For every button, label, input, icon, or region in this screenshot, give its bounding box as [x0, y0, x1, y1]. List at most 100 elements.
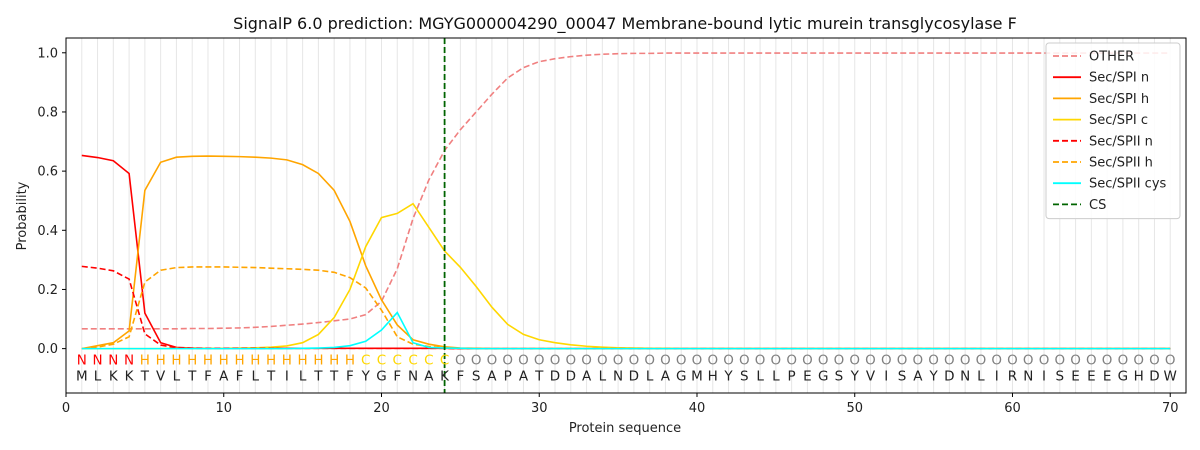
residue-label: G	[1118, 369, 1128, 385]
region-label: O	[676, 352, 687, 368]
region-label: O	[818, 352, 829, 368]
series-other	[81, 52, 1171, 330]
region-label: O	[597, 352, 608, 368]
region-label: H	[282, 352, 292, 368]
residue-label: L	[756, 369, 764, 385]
residue-label: L	[94, 369, 102, 385]
residue-label: A	[661, 369, 671, 385]
region-label: O	[629, 352, 640, 368]
region-label: O	[707, 352, 718, 368]
region-label: O	[1007, 352, 1018, 368]
region-label: H	[250, 352, 260, 368]
region-label: H	[187, 352, 197, 368]
region-label: O	[1133, 352, 1144, 368]
region-label: H	[156, 352, 166, 368]
residue-label: T	[329, 369, 339, 385]
region-label: O	[991, 352, 1002, 368]
residue-label: F	[393, 369, 401, 385]
series-sec-spii-h	[81, 266, 1171, 350]
region-label: O	[723, 352, 734, 368]
region-label: O	[771, 352, 782, 368]
residue-label: N	[960, 369, 970, 385]
region-label: H	[298, 352, 308, 368]
residue-label: Y	[850, 369, 860, 385]
region-label: H	[329, 352, 339, 368]
residue-label: L	[173, 369, 181, 385]
region-label: H	[313, 352, 323, 368]
residue-label: D	[566, 369, 576, 385]
region-label: O	[455, 352, 466, 368]
residue-label: I	[285, 369, 289, 385]
x-tick-label: 20	[373, 401, 390, 416]
region-label: N	[77, 352, 87, 368]
x-tick-label: 10	[215, 401, 232, 416]
residue-label: I	[1042, 369, 1046, 385]
residue-label: D	[550, 369, 560, 385]
residue-label: D	[1149, 369, 1159, 385]
region-label: H	[234, 352, 244, 368]
residue-label: L	[299, 369, 307, 385]
residue-label: G	[818, 369, 828, 385]
y-axis-ticks: 0.0 0.2 0.4 0.6 0.8 1.0	[37, 46, 66, 357]
residue-label: S	[740, 369, 749, 385]
residue-label: S	[835, 369, 844, 385]
residue-label: N	[613, 369, 623, 385]
residue-label: T	[313, 369, 323, 385]
legend-entry: OTHER	[1089, 50, 1134, 65]
region-label: O	[1070, 352, 1081, 368]
residue-label: Y	[361, 369, 371, 385]
residue-label: V	[156, 369, 166, 385]
residue-label: S	[472, 369, 481, 385]
residue-label: G	[376, 369, 386, 385]
legend-entry: CS	[1089, 198, 1106, 213]
residue-label: P	[788, 369, 796, 385]
x-tick-label: 60	[1004, 401, 1021, 416]
region-label: O	[471, 352, 482, 368]
region-label: O	[881, 352, 892, 368]
residue-label: L	[646, 369, 654, 385]
legend-entry: Sec/SPI h	[1089, 92, 1149, 107]
residue-label: K	[109, 369, 119, 385]
region-label: O	[487, 352, 498, 368]
series-layer	[81, 52, 1171, 350]
residue-label: E	[803, 369, 812, 385]
region-label: O	[739, 352, 750, 368]
series-sec-spi-c	[81, 202, 1171, 350]
residue-label: L	[977, 369, 985, 385]
region-label: C	[377, 352, 386, 368]
region-label: O	[1086, 352, 1097, 368]
residue-label: M	[76, 369, 88, 385]
region-label: O	[976, 352, 987, 368]
y-tick-label: 0.0	[37, 342, 58, 357]
residue-label: V	[866, 369, 876, 385]
region-label: O	[944, 352, 955, 368]
residue-label: F	[456, 369, 464, 385]
region-label: C	[440, 352, 449, 368]
legend-entry: Sec/SPII h	[1089, 156, 1153, 171]
residue-label: N	[408, 369, 418, 385]
residue-label: F	[346, 369, 354, 385]
region-label: O	[518, 352, 529, 368]
region-label: O	[502, 352, 513, 368]
legend-entry: Sec/SPII cys	[1089, 177, 1167, 192]
residue-label: T	[534, 369, 544, 385]
y-axis-label: Probability	[15, 181, 30, 250]
region-label: O	[1054, 352, 1065, 368]
region-label: O	[865, 352, 876, 368]
residue-label: I	[995, 369, 999, 385]
region-label: O	[834, 352, 845, 368]
region-label: O	[534, 352, 545, 368]
residue-label: A	[219, 369, 229, 385]
y-tick-label: 0.6	[37, 165, 58, 180]
series-sec-spi-n	[81, 154, 1171, 350]
chart-title: SignalP 6.0 prediction: MGYG000004290_00…	[233, 14, 1017, 34]
x-axis-label: Protein sequence	[569, 421, 681, 436]
region-label: O	[960, 352, 971, 368]
residue-label: N	[1023, 369, 1033, 385]
region-label: O	[550, 352, 561, 368]
region-label: O	[613, 352, 624, 368]
residue-label: E	[1071, 369, 1080, 385]
region-label: H	[266, 352, 276, 368]
region-label: O	[1149, 352, 1160, 368]
